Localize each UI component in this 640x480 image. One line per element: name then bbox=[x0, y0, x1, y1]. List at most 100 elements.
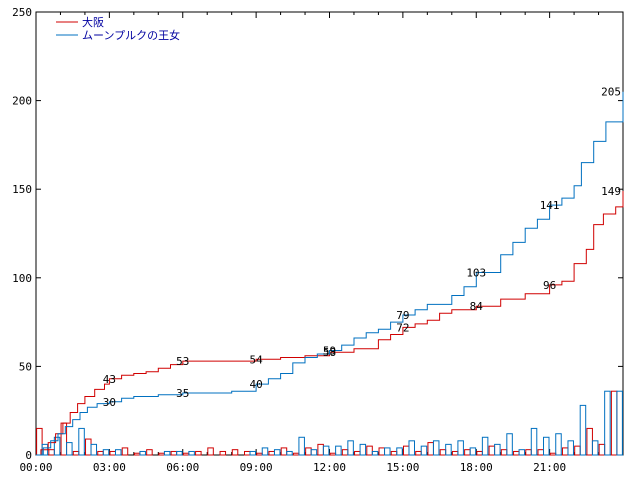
bar-0-42 bbox=[549, 452, 557, 456]
x-tick-label-1: 03:00 bbox=[93, 461, 126, 474]
bar-0-47 bbox=[610, 390, 618, 456]
point-label-1-6: 141 bbox=[540, 199, 560, 212]
point-label-1-3: 59 bbox=[323, 344, 336, 357]
point-label-1-4: 79 bbox=[396, 309, 409, 322]
point-label-0-6: 96 bbox=[543, 279, 556, 292]
bar-0-28 bbox=[378, 447, 386, 456]
point-label-1-0: 30 bbox=[103, 396, 116, 409]
bar-0-3 bbox=[72, 450, 80, 456]
bar-0-36 bbox=[476, 450, 483, 456]
bar-0-27 bbox=[366, 445, 373, 456]
x-tick-label-4: 12:00 bbox=[313, 461, 346, 474]
bar-1-18 bbox=[261, 447, 269, 456]
bar-0-20 bbox=[280, 447, 288, 456]
bar-1-36 bbox=[481, 436, 489, 456]
bar-1-17 bbox=[249, 450, 257, 456]
y-tick-label-4: 200 bbox=[12, 95, 32, 108]
bar-0-11 bbox=[170, 450, 178, 456]
bar-0-8 bbox=[133, 452, 141, 456]
bar-0-29 bbox=[390, 450, 398, 456]
bar-0-30 bbox=[402, 445, 410, 456]
series-lines bbox=[36, 91, 624, 456]
bar-1-11 bbox=[176, 450, 183, 456]
bar-1-24 bbox=[335, 445, 342, 456]
bar-1-22 bbox=[310, 449, 318, 456]
x-tick-label-5: 15:00 bbox=[386, 461, 419, 474]
point-label-0-2: 54 bbox=[250, 353, 264, 366]
bar-0-5 bbox=[97, 450, 104, 456]
bar-1-35 bbox=[469, 447, 477, 456]
x-tick-label-2: 06:00 bbox=[166, 461, 199, 474]
bar-0-25 bbox=[341, 449, 349, 456]
bar-1-44 bbox=[579, 404, 587, 456]
bar-1-20 bbox=[286, 450, 293, 456]
series-line-0 bbox=[36, 191, 624, 456]
series-line-1 bbox=[36, 91, 624, 456]
bar-0-13 bbox=[195, 450, 202, 456]
bar-1-26 bbox=[359, 443, 367, 456]
bar-0-1 bbox=[48, 449, 55, 456]
bar-0-43 bbox=[561, 447, 569, 456]
point-label-1-7: 205 bbox=[601, 86, 621, 99]
bar-1-34 bbox=[457, 440, 464, 456]
bar-1-39 bbox=[518, 449, 526, 456]
bar-0-17 bbox=[244, 450, 251, 456]
point-label-1-5: 103 bbox=[466, 266, 486, 279]
bar-0-40 bbox=[525, 449, 532, 456]
bar-0-19 bbox=[268, 450, 275, 456]
point-labels: 43 53 54 58 72 84 96 149 30 35 40 59 79 103 141 205 bbox=[103, 86, 621, 409]
point-label-0-4: 72 bbox=[396, 321, 409, 334]
bar-1-3 bbox=[78, 427, 85, 456]
bar-0-32 bbox=[427, 442, 434, 456]
bar-0-34 bbox=[451, 450, 459, 456]
point-label-0-7: 149 bbox=[601, 185, 621, 198]
bar-1-4 bbox=[90, 443, 98, 456]
plot-frame bbox=[35, 11, 624, 456]
bar-1-19 bbox=[273, 449, 281, 456]
bar-1-42 bbox=[555, 433, 562, 456]
bar-1-45 bbox=[591, 440, 599, 456]
point-label-0-0: 43 bbox=[103, 373, 116, 386]
hourly-bars bbox=[36, 390, 623, 456]
bar-1-32 bbox=[432, 440, 440, 456]
x-tick-label-3: 09:00 bbox=[240, 461, 273, 474]
bar-0-12 bbox=[182, 452, 190, 456]
bar-1-21 bbox=[298, 436, 305, 456]
bar-0-7 bbox=[121, 447, 129, 456]
point-label-0-1: 53 bbox=[176, 355, 189, 368]
bar-1-31 bbox=[420, 445, 428, 456]
x-tick-label-0: 00:00 bbox=[19, 461, 52, 474]
y-axis: 0 50 100 150 200 250 bbox=[12, 6, 623, 462]
bar-0-44 bbox=[574, 445, 581, 456]
bar-0-46 bbox=[598, 443, 606, 456]
bar-1-41 bbox=[543, 436, 550, 456]
bar-0-39 bbox=[513, 450, 520, 456]
bar-1-30 bbox=[408, 440, 415, 456]
bar-0-15 bbox=[219, 450, 227, 456]
bar-0-23 bbox=[317, 443, 324, 456]
bar-1-33 bbox=[445, 443, 452, 456]
bar-1-10 bbox=[163, 450, 171, 456]
bar-0-6 bbox=[109, 450, 116, 456]
bar-0-9 bbox=[146, 449, 153, 456]
point-label-0-5: 84 bbox=[470, 300, 484, 313]
bar-0-26 bbox=[354, 450, 361, 456]
bar-1-5 bbox=[102, 449, 110, 456]
bar-0-18 bbox=[256, 452, 263, 456]
y-tick-label-0: 0 bbox=[25, 449, 32, 462]
point-label-1-2: 40 bbox=[250, 378, 263, 391]
bar-1-1 bbox=[53, 436, 61, 456]
bar-1-37 bbox=[494, 443, 501, 456]
bar-1-27 bbox=[371, 450, 379, 456]
bar-0-10 bbox=[158, 452, 165, 456]
bar-1-2 bbox=[66, 442, 73, 456]
bar-1-8 bbox=[139, 450, 146, 456]
bar-1-38 bbox=[506, 433, 513, 456]
bar-0-45 bbox=[586, 427, 593, 456]
bar-1-40 bbox=[530, 427, 538, 456]
y-tick-label-2: 100 bbox=[12, 272, 32, 285]
y-tick-label-1: 50 bbox=[19, 360, 32, 373]
point-label-0-3: 58 bbox=[323, 346, 336, 359]
bar-1-46 bbox=[604, 390, 611, 456]
